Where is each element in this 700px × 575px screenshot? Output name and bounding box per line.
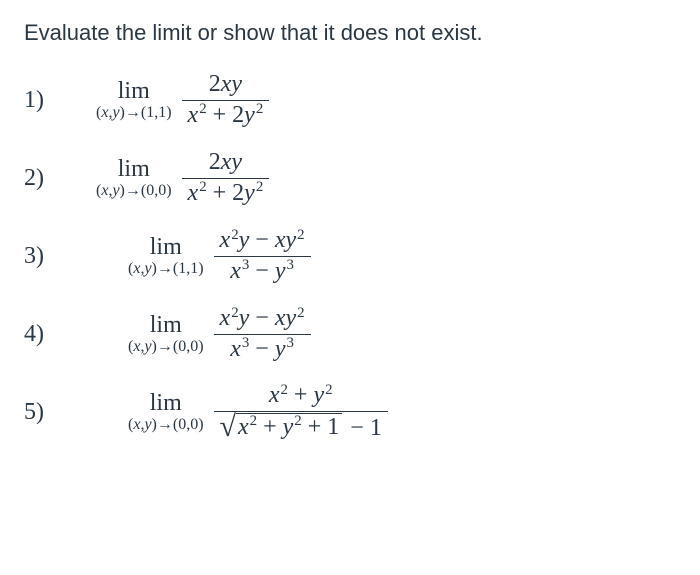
- problem-4-expression: lim (x,y)→(0,0) x2y − xy2 x3 − y3: [128, 304, 311, 364]
- problem-4-label: 4): [24, 321, 72, 348]
- problem-3-label: 3): [24, 243, 72, 270]
- lim-text: lim: [118, 157, 150, 181]
- numerator: x2y − xy2: [214, 304, 311, 334]
- lim-subscript: (x,y)→(0,0): [128, 417, 204, 433]
- problem-5-label: 5): [24, 399, 72, 426]
- lim-text: lim: [150, 391, 182, 415]
- after-sqrt: − 1: [342, 415, 382, 441]
- fraction: x2y − xy2 x3 − y3: [214, 226, 311, 286]
- fraction: 2xy x2 + 2y2: [182, 70, 270, 130]
- numerator: 2xy: [203, 70, 248, 100]
- limit-operator: lim (x,y)→(0,0): [96, 157, 172, 199]
- lim-text: lim: [150, 235, 182, 259]
- fraction: 2xy x2 + 2y2: [182, 148, 270, 208]
- fraction: x2y − xy2 x3 − y3: [214, 304, 311, 364]
- page-header: Evaluate the limit or show that it does …: [24, 20, 676, 46]
- denominator: x3 − y3: [224, 335, 300, 365]
- problem-2: 2) lim (x,y)→(0,0) 2xy x2 + 2y2: [24, 142, 676, 214]
- problem-2-label: 2): [24, 165, 72, 192]
- limit-operator: lim (x,y)→(1,1): [128, 235, 204, 277]
- limit-operator: lim (x,y)→(1,1): [96, 79, 172, 121]
- problem-4: 4) lim (x,y)→(0,0) x2y − xy2 x3 − y3: [24, 298, 676, 370]
- numerator: x2 + y2: [263, 381, 339, 411]
- lim-text: lim: [150, 313, 182, 337]
- lim-subscript: (x,y)→(1,1): [128, 261, 204, 277]
- problem-3: 3) lim (x,y)→(1,1) x2y − xy2 x3 − y3: [24, 220, 676, 292]
- problem-1: 1) lim (x,y)→(1,1) 2xy x2 + 2y2: [24, 64, 676, 136]
- limit-operator: lim (x,y)→(0,0): [128, 391, 204, 433]
- lim-subscript: (x,y)→(0,0): [128, 339, 204, 355]
- denominator: √ x2 + y2 + 1 − 1: [214, 412, 388, 444]
- denominator: x2 + 2y2: [182, 101, 270, 131]
- denominator: x3 − y3: [224, 257, 300, 287]
- surd-symbol: √: [220, 414, 236, 440]
- sqrt: √ x2 + y2 + 1: [220, 413, 343, 442]
- problem-3-expression: lim (x,y)→(1,1) x2y − xy2 x3 − y3: [128, 226, 311, 286]
- lim-subscript: (x,y)→(0,0): [96, 183, 172, 199]
- fraction: x2 + y2 √ x2 + y2 + 1 − 1: [214, 381, 388, 443]
- problem-5-expression: lim (x,y)→(0,0) x2 + y2 √ x2 + y2 + 1 − …: [128, 381, 388, 443]
- numerator: 2xy: [203, 148, 248, 178]
- problem-1-label: 1): [24, 87, 72, 114]
- lim-subscript: (x,y)→(1,1): [96, 105, 172, 121]
- denominator: x2 + 2y2: [182, 179, 270, 209]
- numerator: x2y − xy2: [214, 226, 311, 256]
- limit-operator: lim (x,y)→(0,0): [128, 313, 204, 355]
- lim-text: lim: [118, 79, 150, 103]
- radicand: x2 + y2 + 1: [236, 413, 342, 442]
- problem-5: 5) lim (x,y)→(0,0) x2 + y2 √ x2 + y2 + 1…: [24, 376, 676, 448]
- problem-2-expression: lim (x,y)→(0,0) 2xy x2 + 2y2: [96, 148, 269, 208]
- problem-1-expression: lim (x,y)→(1,1) 2xy x2 + 2y2: [96, 70, 269, 130]
